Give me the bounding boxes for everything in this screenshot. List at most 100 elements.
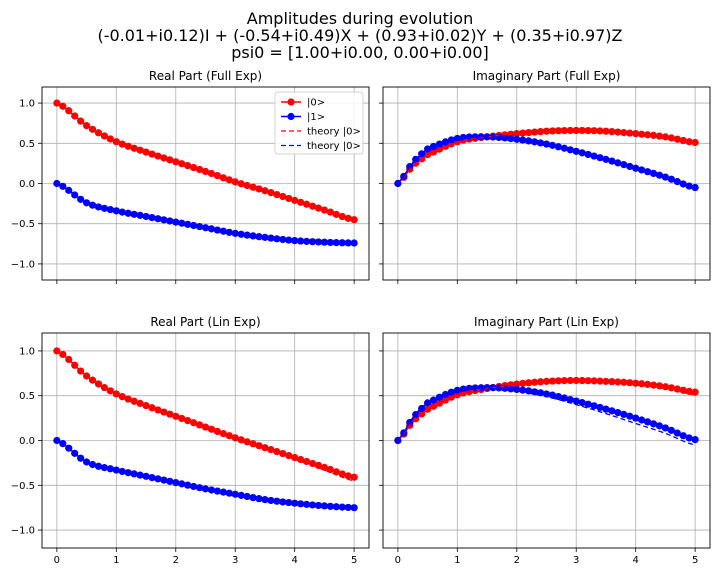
panel-title: Imaginary Part (Lin Exp) [474, 315, 619, 329]
data-point [184, 481, 192, 489]
legend-label: theory |0> [307, 141, 361, 152]
panel-title: Imaginary Part (Full Exp) [473, 69, 621, 83]
data-point [118, 467, 126, 476]
legend-label: theory |0> [307, 127, 361, 138]
x-tick-label: 0 [395, 555, 401, 566]
panel-4: Imaginary Part (Lin Exp) 0 1 2 3 4 5 [379, 315, 711, 566]
data-point [649, 131, 658, 139]
data-point [453, 134, 461, 143]
data-point [412, 410, 420, 419]
data-point [124, 469, 132, 477]
data-point [554, 377, 562, 385]
series-theory-line [397, 380, 696, 441]
data-point [620, 410, 628, 419]
data-point [166, 156, 174, 164]
data-point [578, 399, 586, 407]
data-point [649, 169, 658, 178]
data-point [172, 158, 180, 166]
data-point [596, 154, 604, 162]
data-point [626, 412, 634, 420]
data-point [118, 140, 126, 148]
data-point [172, 479, 180, 487]
data-point [195, 165, 204, 174]
data-point [548, 377, 557, 385]
data-point [344, 503, 352, 512]
data-point [273, 235, 281, 243]
data-point [106, 465, 114, 473]
data-point [249, 183, 257, 191]
data-point [59, 182, 67, 190]
x-tick-label: 5 [692, 555, 698, 566]
series-group [394, 376, 699, 446]
data-point [638, 416, 646, 424]
data-point [608, 407, 616, 415]
data-point [542, 140, 551, 148]
data-point [249, 440, 257, 448]
data-point [602, 377, 610, 385]
data-point [297, 237, 305, 245]
data-point [649, 420, 658, 428]
x-tick-label: 4 [291, 555, 297, 566]
data-point [614, 409, 622, 417]
data-point [267, 234, 275, 242]
data-point [255, 185, 263, 193]
legend-box [274, 91, 364, 155]
data-point [560, 394, 568, 402]
data-point [279, 192, 287, 201]
data-point [459, 385, 467, 393]
legend-label: |0> [307, 98, 325, 109]
x-tick-label: 3 [232, 555, 238, 566]
data-point [572, 376, 580, 385]
data-point [525, 379, 533, 387]
y-tick-label: 0.5 [19, 139, 35, 150]
figure-title-line-3: psi0 = [1.00+i0.00, 0.00+i0.00] [231, 43, 489, 62]
data-point [435, 145, 444, 153]
data-point [320, 238, 329, 246]
data-point [691, 436, 699, 444]
data-point [655, 132, 664, 140]
data-point [237, 491, 245, 499]
data-point [195, 223, 204, 231]
data-point [513, 380, 521, 388]
series-theory-line [397, 129, 696, 184]
data-point [655, 422, 664, 430]
data-point [314, 238, 323, 246]
x-tick-label: 3 [573, 555, 579, 566]
data-point [255, 495, 263, 503]
x-tick-label: 4 [632, 555, 638, 566]
data-point [273, 448, 281, 456]
data-point [350, 504, 358, 512]
x-tick-label: 0 [54, 555, 60, 566]
data-point [100, 204, 109, 212]
data-point [207, 425, 216, 433]
data-point [124, 395, 132, 403]
data-point [338, 470, 346, 478]
data-point [483, 384, 491, 392]
data-point [142, 472, 150, 480]
data-point [154, 406, 162, 414]
data-point [267, 496, 275, 505]
data-point [320, 502, 329, 510]
data-point [112, 466, 120, 474]
data-point [178, 414, 186, 423]
data-point [184, 417, 192, 425]
figure-title-line-2: (-0.01+i0.12)I + (-0.54+i0.49)X + (0.93+… [97, 26, 622, 45]
data-point [542, 377, 551, 385]
data-point [572, 147, 580, 155]
data-point [513, 130, 521, 138]
x-tick-label: 1 [454, 555, 460, 566]
y-tick-label: −1.0 [11, 259, 35, 270]
data-point [602, 405, 610, 413]
data-point [673, 178, 681, 186]
data-point [326, 502, 334, 510]
data-point [225, 228, 233, 236]
data-point [297, 500, 305, 508]
series-theory-line [397, 136, 696, 189]
data-point [291, 237, 299, 245]
series-theory-line [56, 439, 355, 508]
series-theory-line [397, 387, 696, 446]
data-point [302, 200, 311, 208]
data-point [477, 133, 485, 141]
data-point [596, 403, 604, 412]
